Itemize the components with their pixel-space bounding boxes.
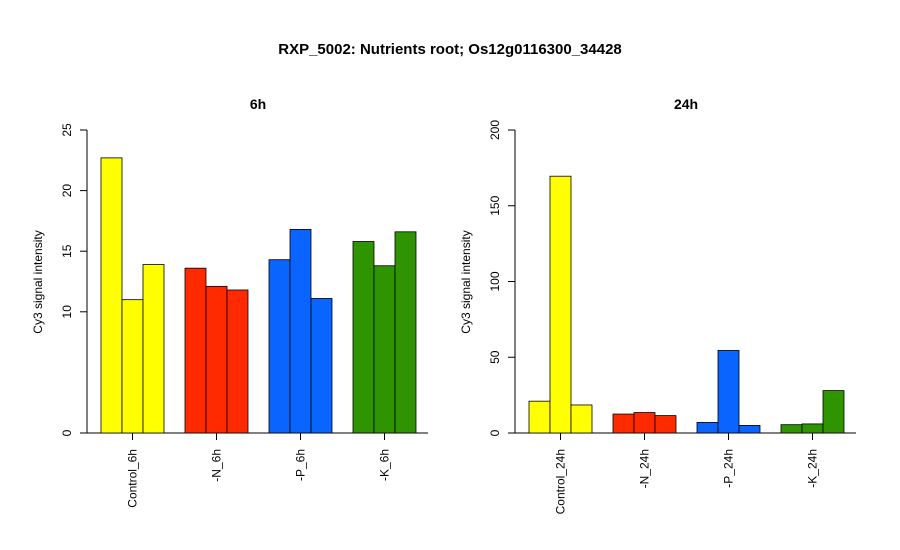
panel-6h: 6h Cy3 signal intensity 0 10 15 20 25 Contro…: [31, 96, 428, 508]
panel-6h-ytick-label: 0: [60, 429, 74, 436]
panel-6h-ylabel: Cy3 signal intensity: [31, 230, 45, 333]
panel-24h-ytick-label: 100: [488, 271, 502, 291]
bar-n-6h-1: [184, 267, 207, 434]
panel-24h-ytick-label: 0: [488, 429, 502, 436]
bar-p-6h-3: [310, 298, 333, 434]
panel-24h-ytick-label: 200: [488, 120, 502, 140]
bar-n-24h-3: [654, 415, 677, 434]
panel-24h-ylabel: Cy3 signal intensity: [459, 230, 473, 333]
bar-n-24h-2: [633, 412, 656, 434]
panel-6h-category-label: -N_6h: [210, 449, 224, 482]
bar-control-6h-1: [100, 157, 123, 434]
panel-6h-title: 6h: [250, 96, 266, 112]
figure-title: RXP_5002: Nutrients root; Os12g0116300_3…: [278, 41, 622, 58]
bar-p-24h-2: [717, 350, 740, 434]
panel-6h-y-ticks: 0 10 15 20 25: [60, 123, 87, 436]
panel-6h-x-labels: Control_6h -N_6h -P_6h -K_6h: [126, 433, 392, 508]
panel-6h-category-label: Control_6h: [126, 449, 140, 508]
bar-n-6h-3: [226, 289, 249, 434]
bar-k-6h-3: [394, 231, 417, 434]
panel-24h-category-label: Control_24h: [554, 449, 568, 514]
panel-6h-bars: [100, 157, 417, 434]
panel-24h-category-label: -P_24h: [722, 449, 736, 488]
bar-control-24h-3: [570, 404, 593, 434]
bar-p-24h-1: [696, 421, 719, 434]
bar-k-6h-2: [373, 265, 396, 434]
bar-n-6h-2: [205, 285, 228, 434]
panel-24h: 24h Cy3 signal intensity 0 50 100 150 200 Co…: [459, 96, 856, 514]
bar-control-6h-3: [142, 264, 165, 434]
bar-k-24h-1: [780, 424, 803, 434]
panel-24h-x-labels: Control_24h -N_24h -P_24h -K_24h: [554, 433, 820, 514]
bar-p-6h-2: [289, 228, 312, 434]
panel-6h-category-label: -K_6h: [378, 449, 392, 481]
panel-6h-ytick-label: 10: [60, 305, 74, 319]
panel-24h-ytick-label: 50: [488, 350, 502, 364]
bar-k-6h-1: [352, 241, 375, 434]
panel-24h-ytick-label: 150: [488, 195, 502, 215]
panel-24h-y-ticks: 0 50 100 150 200: [488, 120, 515, 436]
bar-n-24h-1: [612, 413, 635, 434]
bar-p-24h-3: [738, 425, 761, 434]
panel-24h-bars: [528, 175, 845, 434]
panel-6h-ytick-label: 25: [60, 123, 74, 137]
panel-6h-ytick-label: 15: [60, 244, 74, 258]
panel-24h-category-label: -N_24h: [638, 449, 652, 488]
panel-24h-title: 24h: [674, 96, 698, 112]
panel-6h-ytick-label: 20: [60, 184, 74, 198]
bar-k-24h-3: [822, 390, 845, 434]
panel-24h-category-label: -K_24h: [806, 449, 820, 488]
bar-control-24h-1: [528, 400, 551, 434]
panel-6h-category-label: -P_6h: [294, 449, 308, 481]
bar-control-24h-2: [549, 175, 572, 434]
bar-control-6h-2: [121, 299, 144, 434]
bar-k-24h-2: [801, 423, 824, 434]
bar-p-6h-1: [268, 259, 291, 434]
